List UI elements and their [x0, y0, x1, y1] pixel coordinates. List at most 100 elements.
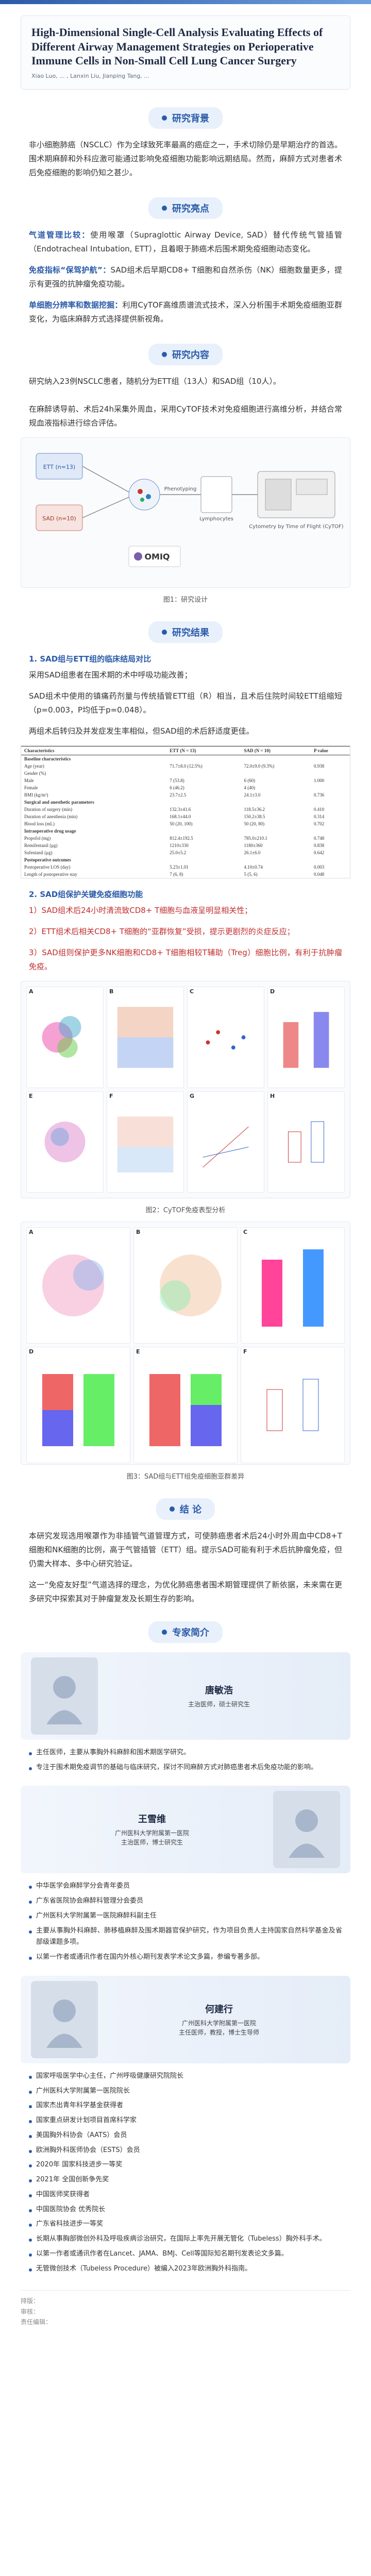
table-cell: Sufentanil (μg) [24, 850, 53, 855]
result-2-heading: 2. SAD组保护关键免疫细胞功能 [29, 889, 143, 899]
panel-d: D [26, 1346, 130, 1463]
table-header-cell: ETT (N = 13) [166, 745, 241, 755]
footer-line: 责任编辑： [21, 2318, 52, 2326]
section-highlights: 研究亮点 [0, 197, 371, 219]
table-row: Female 6 (46.2) 4 (40) [21, 784, 350, 791]
top-band [0, 0, 371, 4]
table-cell: 7 (53.8) [170, 777, 184, 783]
table-cell: 118.5±36.2 [244, 806, 265, 812]
table-cell [241, 770, 311, 777]
section-results: 研究结果 [0, 621, 371, 643]
table-cell: Male [24, 777, 34, 783]
result-2-item-3: 3）SAD组则保护更多NK细胞和CD8+ T细胞相较T辅助（Treg）细胞比例，… [29, 947, 342, 971]
avatar [273, 1791, 340, 1869]
bullet-icon [162, 351, 167, 357]
label-sad: SAD (n=10) [42, 515, 76, 522]
table-cell: 0.314 [313, 814, 325, 819]
expert-name: 王雪维 [138, 1814, 166, 1825]
table-cell: 1.000 [313, 777, 325, 783]
section-title: 结 论 [179, 1504, 202, 1515]
table-cell [241, 799, 311, 806]
table-cell: 6 (46.2) [170, 785, 184, 790]
table-cell: Postoperative outcomes [24, 857, 71, 862]
table-cell: 24.1±3.0 [244, 792, 261, 798]
panel-f: F [107, 1091, 184, 1193]
panel-e: E [133, 1346, 238, 1463]
conclusion-paragraph-1: 本研究发现选用喉罩作为非插管气道管理方式，可使肺癌患者术后24小时外周血中CD8… [29, 1531, 342, 1568]
list-item: 欧洲胸外科医师协会（ESTS）会员 [29, 2145, 342, 2157]
table-cell: 1210±330 [170, 842, 189, 848]
figure-3-subsets: A B C D E F [21, 1221, 350, 1465]
panel-a: A [26, 1227, 130, 1344]
expert-card-1: 唐敏浩 主治医师，硕士研究生 主任医师，主要从事胸外科麻醉和围术期医学研究。 专… [21, 1652, 350, 1774]
table-row: Gender (%) [21, 770, 350, 777]
list-item: 广州医科大学附属第一医院麻醉科副主任 [29, 1910, 342, 1922]
highlight-2: 免疫指标“保驾护航”：SAD组术后早期CD8+ T细胞和自然杀伤（NK）细胞数量… [29, 265, 342, 289]
list-item: 中国医院协会 优秀院长 [29, 2204, 342, 2216]
list-item: 无管微创技术（Tubeless Procedure）被编入2023年欧洲胸外科指… [29, 2263, 342, 2275]
label-phenotyping: Phenotyping [164, 486, 197, 492]
table-row: Blood loss (mL) 50 (20, 100) 50 (20, 80) 0.… [21, 820, 350, 827]
table-cell [166, 856, 241, 863]
table-row: Postoperative outcomes [21, 856, 350, 863]
table-cell: 785.0±210.1 [244, 835, 267, 841]
list-item: 广东省科技进步一等奖 [29, 2218, 342, 2230]
section-title: 研究背景 [172, 113, 209, 124]
table-cell: Blood loss (mL) [24, 821, 55, 826]
panel-a: A [26, 986, 104, 1088]
list-item: 美国胸外科协会（AATS）会员 [29, 2130, 342, 2142]
table-cell: 7 (6, 8) [170, 871, 183, 877]
table-cell: Female [24, 785, 38, 790]
result-2-item-2: 2）ETT组术后相关CD8+ T细胞的“亚群恢复”受损，提示更剧烈的炎症反应； [29, 926, 295, 936]
table-row: Intraoperative drug usage [21, 827, 350, 835]
list-item: 国家重点研发计划项目首席科学家 [29, 2115, 342, 2127]
table-cell: 25.0±5.2 [170, 850, 187, 855]
table-cell: 5.23±1.01 [170, 864, 189, 870]
figure-2-cytof: A B C D E F G H [21, 980, 350, 1198]
table-row: Length of postoperative stay 7 (6, 8) 5 (5… [21, 871, 350, 878]
table-row: BMI (kg/m²) 23.7±2.5 24.1±3.0 0.736 [21, 791, 350, 799]
footer-line: 审核： [21, 2308, 40, 2315]
expert-bullets: 主任医师，主要从事胸外科麻醉和围术期医学研究。 专注于围术期免疫调节的基础与临床… [29, 1747, 342, 1774]
table-cell: Postoperative LOS (day) [24, 864, 71, 870]
table-cell [311, 799, 350, 806]
panel-b: B [133, 1227, 238, 1344]
list-item: 国家杰出青年科学基金获得者 [29, 2100, 342, 2112]
table-cell [241, 856, 311, 863]
figure-1-study-design: ETT (n=13) SAD (n=10) Phenotyping Lympho… [21, 437, 350, 588]
table-cell: 23.7±2.5 [170, 792, 187, 798]
section-content: 研究内容 [0, 343, 371, 365]
table-row: Propofol (mg) 812.4±192.5 785.0±210.1 0.748 [21, 835, 350, 842]
content-paragraph: 研究纳入23例NSCLC患者，随机分为ETT组（13人）和SAD组（10人）。 … [29, 376, 342, 428]
paper-header: High-Dimensional Single-Cell Analysis Ev… [21, 15, 350, 90]
bullet-icon [162, 205, 167, 211]
table-cell: BMI (kg/m²) [24, 792, 48, 798]
table-row: Sufentanil (μg) 25.0±5.2 26.1±6.0 0.642 [21, 849, 350, 856]
bullet-icon [169, 1506, 175, 1512]
table-header-cell: SAD (N = 10) [241, 745, 311, 755]
table-cell [311, 770, 350, 777]
label-ett: ETT (n=13) [43, 464, 75, 470]
table-row: Baseline characteristics [21, 755, 350, 762]
table-cell: Baseline characteristics [24, 756, 71, 761]
avatar [31, 1980, 98, 2058]
expert-bullets: 国家呼吸医学中心主任，广州呼吸健康研究院院长 广州医科大学附属第一医院院长 国家… [29, 2071, 342, 2275]
article-page: High-Dimensional Single-Cell Analysis Ev… [0, 0, 371, 2327]
expert-title: 主治医师，硕士研究生 [188, 1700, 250, 1708]
panel-g: G [187, 1091, 264, 1193]
omiq-logo: OMIQ [144, 552, 170, 562]
table-cell: 0.003 [313, 864, 325, 870]
table-cell: Intraoperative drug usage [24, 828, 76, 834]
footer-credits: 排版： 审核： 责任编辑： [21, 2290, 350, 2327]
table-cell: Surgical and anesthetic parameters [24, 799, 94, 805]
table-cell [166, 799, 241, 806]
table-row: Surgical and anesthetic parameters [21, 799, 350, 806]
table-row: Age (year) 71.7±8.0 (12.5%) 72.0±9.0 (9.3%… [21, 762, 350, 770]
table-cell: 4.10±0.74 [244, 864, 263, 870]
result-1-text: SAD组术中使用的镇痛药剂量与传统插管ETT组（R）相当，且术后住院时间较ETT… [29, 691, 342, 715]
table-cell [311, 827, 350, 835]
list-item: 以第一作者或通讯作者在Lancet、JAMA、BMJ、Cell等国际知名期刊发表… [29, 2248, 342, 2260]
table-cell: 50 (20, 100) [170, 821, 193, 826]
table-cell: Age (year) [24, 763, 44, 769]
bullet-icon [162, 629, 167, 635]
